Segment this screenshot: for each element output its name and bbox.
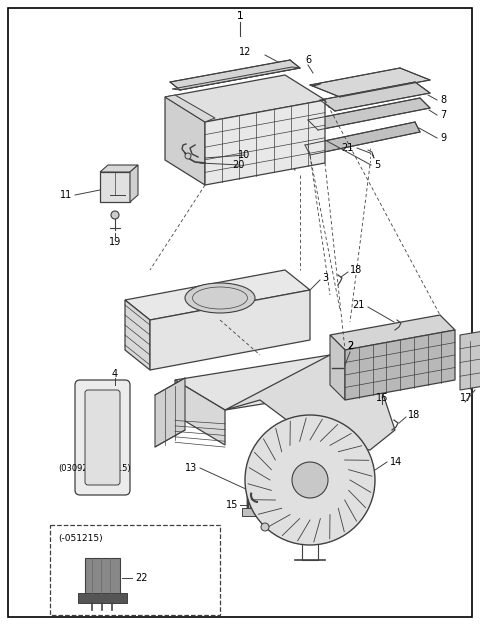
Polygon shape — [165, 97, 205, 185]
Text: 2: 2 — [347, 341, 353, 351]
Polygon shape — [78, 593, 127, 603]
FancyBboxPatch shape — [85, 390, 120, 485]
Text: 21: 21 — [342, 143, 354, 153]
Text: 6: 6 — [305, 55, 311, 65]
Polygon shape — [310, 68, 430, 97]
Polygon shape — [205, 100, 325, 185]
Polygon shape — [100, 165, 138, 172]
Text: 17: 17 — [460, 393, 472, 403]
Polygon shape — [165, 95, 215, 122]
Text: 16: 16 — [376, 393, 388, 403]
Text: 19: 19 — [109, 237, 121, 247]
Polygon shape — [175, 380, 225, 445]
Polygon shape — [330, 315, 455, 350]
Text: 14: 14 — [390, 457, 402, 467]
Polygon shape — [172, 67, 300, 90]
Text: 21: 21 — [353, 300, 365, 310]
Circle shape — [261, 523, 269, 531]
Text: 10: 10 — [238, 150, 250, 160]
Text: 1: 1 — [237, 11, 243, 21]
Polygon shape — [250, 475, 280, 510]
Polygon shape — [100, 172, 130, 202]
Text: 7: 7 — [440, 110, 446, 120]
Polygon shape — [460, 330, 480, 390]
Circle shape — [245, 415, 375, 545]
Polygon shape — [330, 335, 345, 400]
Circle shape — [185, 153, 191, 159]
Polygon shape — [165, 75, 325, 122]
Text: 1: 1 — [237, 11, 243, 21]
Polygon shape — [242, 508, 288, 516]
Text: 2: 2 — [347, 341, 353, 351]
Text: 22: 22 — [135, 573, 147, 583]
Text: 12: 12 — [239, 47, 251, 57]
Polygon shape — [305, 122, 420, 155]
Polygon shape — [308, 98, 430, 130]
Polygon shape — [130, 165, 138, 202]
Bar — [50, 525, 220, 615]
Text: 8: 8 — [440, 95, 446, 105]
Text: 5: 5 — [374, 160, 380, 170]
Polygon shape — [125, 300, 150, 370]
Polygon shape — [170, 60, 300, 90]
FancyBboxPatch shape — [75, 380, 130, 495]
Text: (-051215): (-051215) — [58, 534, 103, 542]
Circle shape — [292, 462, 328, 498]
Text: 11: 11 — [60, 190, 72, 200]
Text: 9: 9 — [440, 133, 446, 143]
Text: 3: 3 — [322, 273, 328, 283]
Polygon shape — [125, 270, 310, 320]
Polygon shape — [150, 290, 310, 370]
Polygon shape — [85, 558, 120, 595]
Polygon shape — [225, 355, 395, 450]
Text: 13: 13 — [185, 463, 197, 473]
Text: 18: 18 — [350, 265, 362, 275]
Circle shape — [111, 211, 119, 219]
Polygon shape — [175, 355, 380, 410]
Text: (030929-051215): (030929-051215) — [58, 464, 131, 472]
Ellipse shape — [185, 283, 255, 313]
Text: 4: 4 — [112, 369, 118, 379]
Polygon shape — [320, 82, 430, 111]
Polygon shape — [345, 330, 455, 400]
Polygon shape — [155, 378, 185, 447]
Text: 18: 18 — [408, 410, 420, 420]
Text: 15: 15 — [226, 500, 238, 510]
Text: 20: 20 — [233, 160, 245, 170]
